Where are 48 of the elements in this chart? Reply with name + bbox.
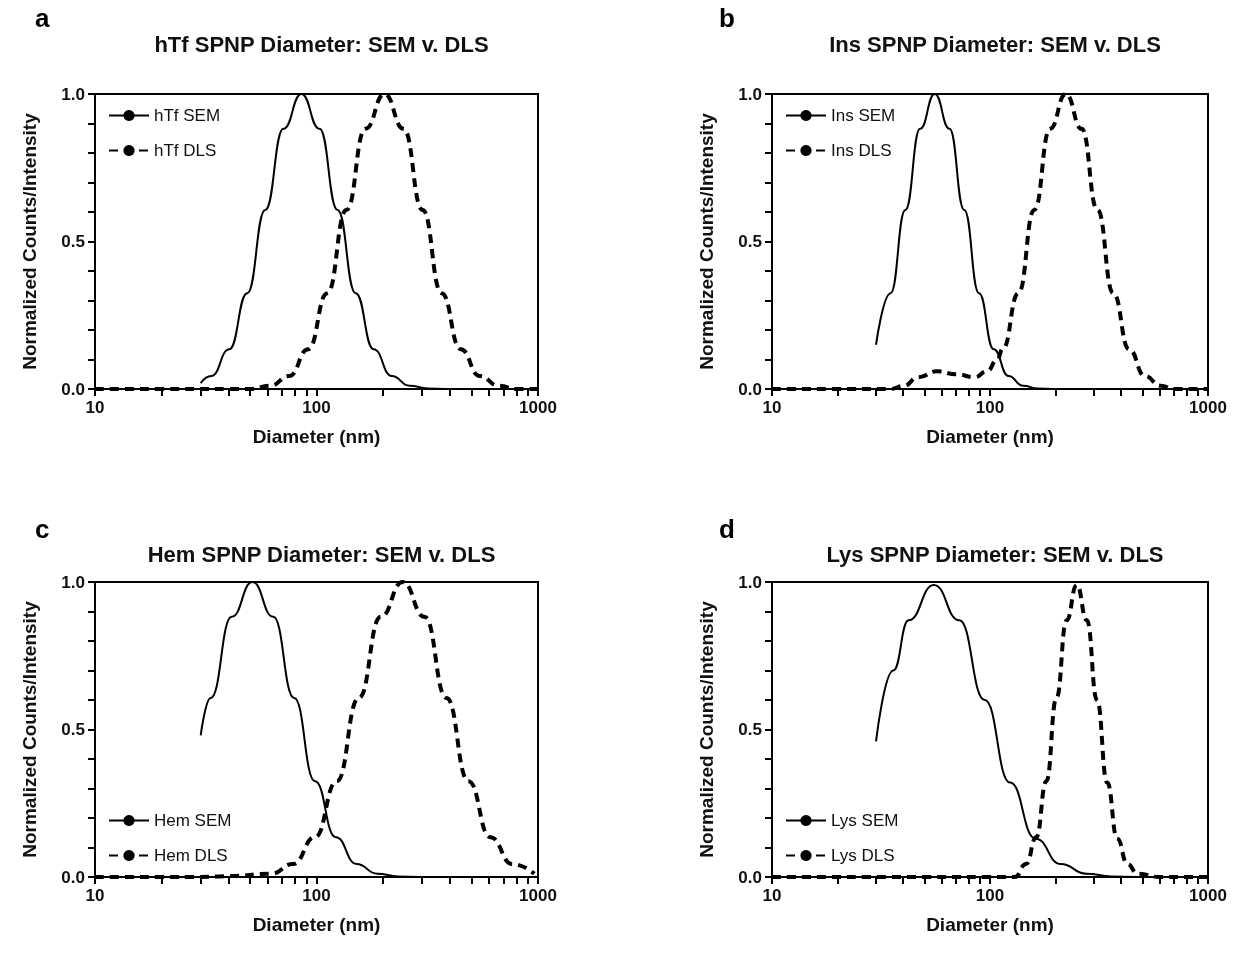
y-tick-label: 0.0 — [738, 379, 762, 399]
y-tick-label: 0.5 — [738, 232, 762, 251]
chart-title: Hem SPNP Diameter: SEM v. DLS — [147, 541, 496, 567]
y-tick-label: 0.0 — [61, 379, 85, 399]
legend-label: Hem DLS — [154, 846, 228, 865]
x-tick-label: 100 — [302, 886, 331, 905]
y-axis-title: Normalized Counts/Intensity — [19, 600, 40, 858]
text: b — [719, 3, 735, 33]
text: d — [719, 514, 735, 544]
y-axis-title: Normalized Counts/Intensity — [696, 600, 717, 858]
x-axis-title: Diameter (nm) — [252, 426, 381, 447]
y-axis-title: Normalized Counts/Intensity — [19, 112, 40, 370]
x-tick-label: 10 — [85, 886, 105, 905]
x-tick-label: 1000 — [1189, 886, 1227, 905]
legend-label: hTf SEM — [154, 106, 221, 125]
x-tick-label: 10 — [762, 398, 782, 417]
x-tick-label: 100 — [975, 398, 1005, 417]
legend-label: Lys DLS — [831, 846, 895, 865]
x-tick-label: 1000 — [519, 398, 557, 417]
y-tick-label: 0.5 — [61, 232, 85, 251]
y-tick-label: 0.5 — [61, 720, 85, 739]
y-tick-label: 1.0 — [61, 572, 85, 592]
x-axis-title: Diameter (nm) — [926, 426, 1054, 447]
legend-label: hTf DLS — [154, 141, 217, 160]
y-tick-label: 1.0 — [738, 84, 762, 104]
text: a — [35, 3, 50, 33]
y-tick-label: 1.0 — [738, 572, 762, 592]
legend-label: Lys SEM — [831, 811, 899, 830]
x-tick-label: 100 — [975, 886, 1005, 905]
y-axis-title: Normalized Counts/Intensity — [696, 112, 717, 370]
x-tick-label: 1000 — [1189, 398, 1227, 417]
text: c — [35, 514, 50, 544]
chart-title: Ins SPNP Diameter: SEM v. DLS — [829, 31, 1161, 57]
x-tick-label: 1000 — [519, 886, 557, 905]
x-tick-label: 10 — [85, 398, 105, 417]
y-tick-label: 0.0 — [738, 867, 762, 887]
legend-label: Ins DLS — [831, 141, 892, 160]
x-tick-label: 10 — [762, 886, 782, 905]
legend-label: Ins SEM — [831, 106, 896, 125]
y-tick-label: 0.5 — [738, 720, 762, 739]
y-tick-label: 1.0 — [61, 84, 85, 104]
y-tick-label: 0.0 — [61, 867, 85, 887]
chart-title: Lys SPNP Diameter: SEM v. DLS — [826, 541, 1164, 567]
x-axis-title: Diameter (nm) — [252, 914, 381, 935]
legend-label: Hem SEM — [154, 811, 232, 830]
x-tick-label: 100 — [302, 398, 331, 417]
x-axis-title: Diameter (nm) — [926, 914, 1054, 935]
chart-title: hTf SPNP Diameter: SEM v. DLS — [154, 31, 489, 57]
